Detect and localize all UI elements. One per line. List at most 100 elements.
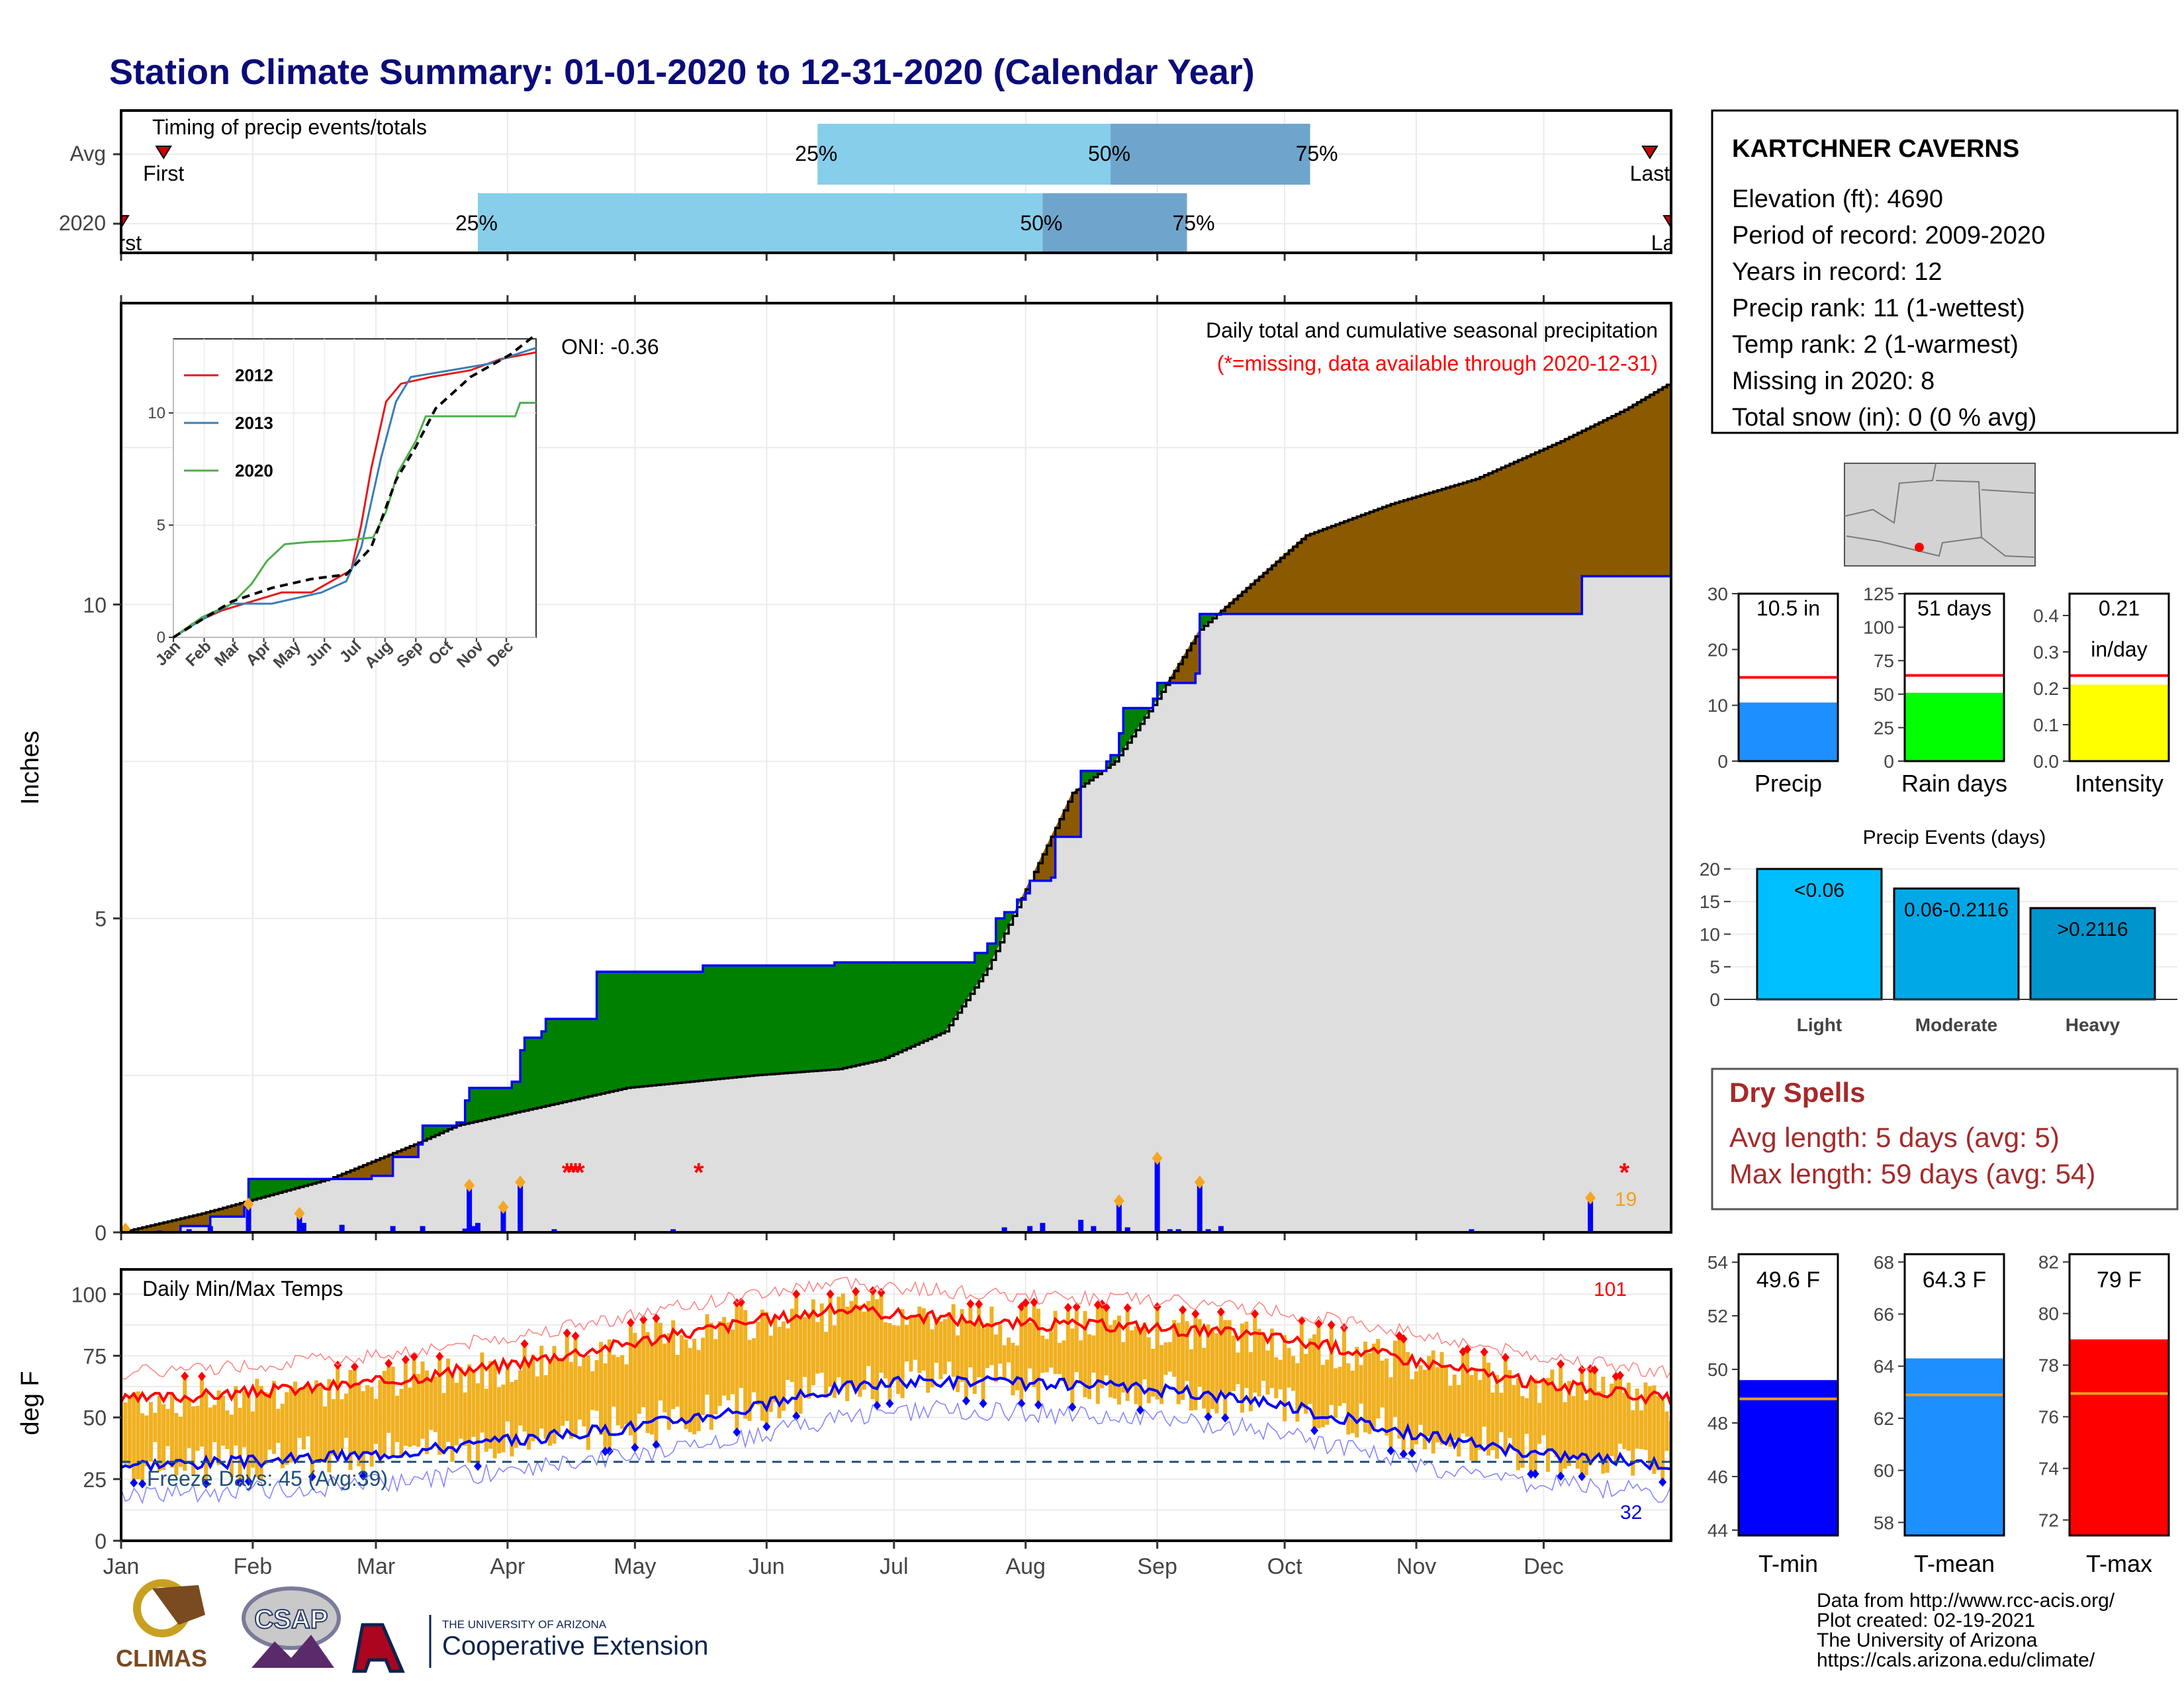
month-axis: Jan Feb Mar Apr May Jun Jul Aug Sep Oct Nov Dec xyxy=(103,1541,1564,1579)
daily-temp-range-bar xyxy=(735,1303,739,1432)
daily-precip-marker xyxy=(1152,1152,1163,1165)
mini-bar-fill xyxy=(2070,684,2169,761)
daily-temp-range-bar xyxy=(157,1395,161,1471)
daily-temp-range-bar xyxy=(123,1402,128,1464)
daily-temp-range-bar xyxy=(798,1318,803,1414)
footer-logos: CLIMAS CSAP THE UNIVERSITY OF ARIZONA Co… xyxy=(116,1579,708,1673)
events-category-label: Light xyxy=(1797,1015,1842,1035)
daily-temp-range-bar xyxy=(1567,1381,1572,1467)
daily-precip-bar xyxy=(1124,1227,1130,1232)
temp-frame xyxy=(120,1268,1672,1542)
daily-temp-range-bar xyxy=(1550,1369,1555,1451)
daily-temp-range-bar xyxy=(582,1357,586,1427)
temp-bar-category-label: T-max xyxy=(2086,1550,2152,1577)
timing-p50-label: 50% xyxy=(1088,142,1130,165)
daily-temp-range-bar xyxy=(773,1315,778,1402)
csap-logo-text: CSAP xyxy=(254,1605,328,1634)
daily-temp-range-bar xyxy=(1626,1383,1631,1451)
daily-temp-range-bar xyxy=(1104,1307,1109,1376)
daily-temp-range-bar xyxy=(331,1399,336,1456)
daily-temp-range-bar xyxy=(1274,1357,1279,1398)
daily-temp-range-bar xyxy=(1142,1322,1147,1380)
events-category-label: Heavy xyxy=(2066,1015,2120,1035)
daily-precip-bar xyxy=(1027,1226,1033,1232)
daily-temp-range-bar xyxy=(577,1366,582,1420)
record-low-marker xyxy=(1399,1449,1408,1459)
daily-temp-range-bar xyxy=(169,1393,174,1468)
daily-temp-range-bar xyxy=(1545,1378,1550,1472)
record-high-marker xyxy=(1021,1298,1030,1308)
daily-temp-range-bar xyxy=(1320,1365,1325,1428)
daily-temp-range-bar xyxy=(620,1355,625,1430)
daily-temp-range-bar xyxy=(136,1391,140,1479)
daily-precip-marker xyxy=(243,1197,254,1211)
record-high-marker xyxy=(1179,1305,1187,1315)
daily-temp-range-bar xyxy=(1002,1345,1007,1380)
daily-temp-range-bar xyxy=(174,1412,179,1476)
daily-temp-range-bar xyxy=(1533,1379,1537,1475)
daily-temp-range-bar xyxy=(756,1322,760,1405)
precip-y-tick-label: 0 xyxy=(95,1221,107,1245)
daily-temp-range-bar xyxy=(866,1301,871,1367)
daily-temp-range-bar xyxy=(1325,1359,1330,1425)
daily-temp-range-bar xyxy=(297,1390,302,1438)
month-label: Mar xyxy=(357,1554,396,1579)
daily-temp-range-bar xyxy=(1584,1400,1588,1475)
daily-temp-range-bar xyxy=(1342,1328,1346,1404)
inset-series-line-2012 xyxy=(173,351,537,639)
daily-temp-range-bar xyxy=(845,1306,850,1402)
temp-bar-fill xyxy=(1905,1358,2004,1535)
inset-series-line-2013 xyxy=(173,347,537,639)
daily-temp-range-bar xyxy=(786,1328,790,1380)
missing-day-marker: * xyxy=(570,1158,581,1187)
daily-temp-range-bar xyxy=(310,1390,314,1477)
daily-precip-marker xyxy=(1194,1175,1205,1189)
timing-row-avg-label: Avg xyxy=(69,142,106,165)
daily-temp-range-bar xyxy=(1146,1337,1151,1404)
daily-temp-range-bar xyxy=(875,1299,880,1406)
station-elevation: Elevation (ft): 4690 xyxy=(1732,185,1943,213)
temp-bar-frame xyxy=(1903,1253,2005,1537)
mini-bar-y-tick-label: 0.0 xyxy=(2033,751,2059,772)
daily-temp-range-bar xyxy=(1308,1338,1312,1404)
precip-y-tick-label: 10 xyxy=(83,593,107,617)
mini-bar-category-label: Precip xyxy=(1754,770,1822,797)
daily-temp-range-bar xyxy=(760,1309,764,1421)
daily-temp-range-bar xyxy=(794,1294,799,1416)
missing-day-marker: * xyxy=(566,1158,576,1187)
daily-temp-range-bar xyxy=(556,1357,561,1434)
daily-temp-range-bar xyxy=(204,1393,208,1484)
daily-temp-range-bar xyxy=(289,1388,293,1463)
daily-temp-range-bar xyxy=(301,1388,306,1449)
record-high-marker xyxy=(975,1299,983,1309)
events-y-tick-label: 15 xyxy=(1700,891,1720,912)
daily-temp-range-bar xyxy=(1647,1386,1652,1470)
mini-bar-value-label: 51 days xyxy=(1917,596,1991,620)
daily-temp-range-bar xyxy=(212,1404,217,1443)
mini-bar-y-tick-label: 75 xyxy=(1874,651,1894,671)
daily-temp-range-bar xyxy=(803,1316,807,1377)
daily-temp-range-bar xyxy=(1516,1378,1521,1471)
record-low-marker xyxy=(138,1479,147,1488)
daily-temp-range-bar xyxy=(603,1363,608,1451)
daily-temp-range-bar xyxy=(917,1306,922,1373)
mini-bar-frame xyxy=(1737,592,1839,762)
record-high-marker xyxy=(1191,1309,1200,1319)
daily-temp-range-bar xyxy=(1028,1322,1032,1369)
daily-temp-range-bar xyxy=(837,1297,841,1378)
daily-temp-range-bar xyxy=(1559,1363,1563,1477)
month-label: Oct xyxy=(1267,1554,1302,1579)
temp-bar-y-tick-label: 72 xyxy=(2038,1510,2059,1531)
record-low-marker xyxy=(762,1422,771,1432)
daily-temp-range-bar xyxy=(972,1322,977,1394)
ua-block-a-icon xyxy=(351,1623,405,1673)
record-low-marker xyxy=(733,1427,741,1437)
daily-temp-range-bar xyxy=(216,1390,221,1465)
daily-temp-range-bar xyxy=(993,1334,998,1383)
daily-temp-range-bar xyxy=(1469,1375,1474,1461)
daily-temp-range-bar xyxy=(1499,1393,1504,1432)
events-y-tick-label: 5 xyxy=(1709,957,1720,978)
ua-logo: THE UNIVERSITY OF ARIZONA Cooperative Ex… xyxy=(351,1615,708,1673)
record-low-marker xyxy=(359,1471,367,1481)
